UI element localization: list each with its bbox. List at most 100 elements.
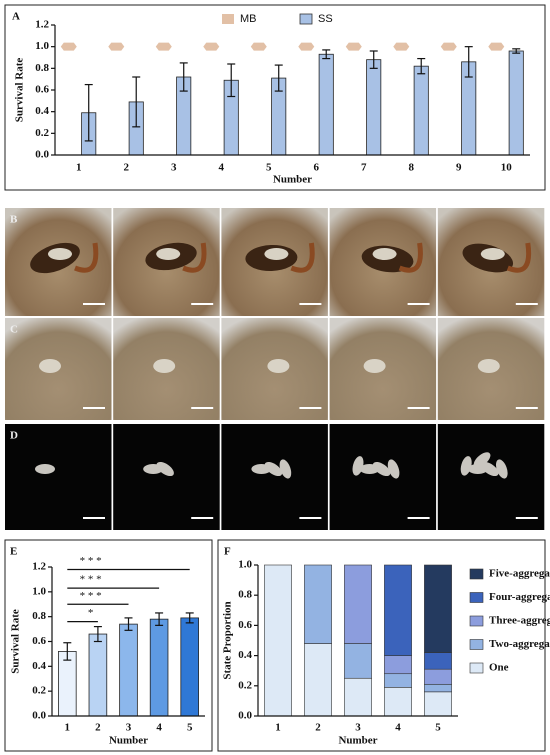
young — [279, 459, 292, 479]
young — [473, 452, 491, 468]
legend-label: Four-aggregating — [489, 591, 550, 603]
marker — [488, 42, 505, 51]
bar — [413, 65, 429, 156]
x-tick-label: 4 — [219, 162, 225, 174]
bar — [508, 50, 524, 156]
y-tick-label: 0.4 — [35, 105, 49, 117]
marker — [345, 42, 362, 51]
panel-label: C — [10, 324, 18, 336]
young — [481, 461, 499, 477]
photo — [329, 424, 437, 530]
bar-segment — [264, 564, 292, 717]
x-tick-label: 1 — [76, 162, 82, 174]
bar — [149, 618, 169, 717]
x-tick-label: 9 — [456, 162, 462, 174]
bar-segment — [424, 564, 452, 653]
tail — [290, 242, 315, 273]
y-tick-label: 0.0 — [32, 710, 46, 722]
bar-segment — [344, 643, 372, 679]
x-axis-label: Number — [109, 735, 148, 747]
young — [460, 456, 472, 476]
bar-segment — [344, 677, 372, 717]
x-tick-label: 10 — [501, 162, 513, 174]
x-axis-label: Number — [338, 735, 377, 747]
x-tick-label: 4 — [156, 722, 162, 734]
tail — [398, 242, 423, 273]
y-tick-label: 1.2 — [35, 19, 49, 31]
legend-swatch — [222, 14, 234, 24]
panel-label: E — [10, 546, 17, 558]
tail — [74, 242, 99, 273]
legend-label: MB — [240, 13, 257, 25]
bar-segment — [424, 652, 452, 670]
x-tick-label: 1 — [275, 722, 281, 734]
x-tick-label: 3 — [171, 162, 177, 174]
legend-swatch — [469, 568, 484, 580]
bar — [180, 617, 199, 717]
x-tick-label: 5 — [266, 162, 272, 174]
legend-swatch — [469, 639, 484, 650]
x-tick-label: 2 — [95, 722, 101, 734]
legend-label: Two-aggregating — [489, 638, 550, 650]
x-tick-label: 5 — [187, 722, 193, 734]
x-tick-label: 2 — [124, 162, 130, 174]
young — [156, 461, 174, 477]
bar-segment — [424, 683, 452, 693]
panel-label: A — [12, 11, 20, 23]
young — [267, 359, 290, 373]
y-tick-label: 0.6 — [238, 619, 252, 631]
marker — [60, 42, 77, 51]
photo — [5, 424, 112, 530]
tail — [506, 242, 532, 273]
bar-segment — [424, 668, 452, 685]
panel-frame — [4, 539, 213, 752]
photo-grid: B C D — [5, 208, 545, 530]
y-tick-label: 0.0 — [35, 149, 49, 161]
panel-label: B — [10, 214, 18, 226]
marker — [440, 42, 457, 51]
young — [352, 456, 364, 476]
legend-swatch — [469, 662, 484, 674]
y-axis-label: Survival Rate — [14, 58, 26, 123]
bar-segment — [384, 655, 412, 675]
y-tick-label: 0.2 — [35, 127, 49, 139]
y-axis-label: Survival Rate — [10, 609, 22, 674]
bar-segment — [304, 643, 332, 717]
y-tick-label: 1.0 — [32, 585, 46, 597]
panel-frame — [217, 539, 546, 752]
young — [264, 248, 289, 260]
x-tick-label: 7 — [361, 162, 367, 174]
bar-segment — [384, 673, 412, 688]
marker — [393, 42, 410, 51]
legend-label: One — [489, 662, 509, 674]
legend-swatch — [299, 13, 313, 25]
young — [363, 359, 386, 373]
young — [495, 459, 508, 479]
bar — [88, 633, 108, 717]
y-tick-label: 0.8 — [35, 62, 49, 74]
y-tick-label: 1.0 — [35, 40, 49, 52]
young — [35, 464, 55, 474]
young — [372, 461, 391, 477]
legend-label: SS — [318, 13, 333, 25]
bar-segment — [304, 564, 332, 644]
y-tick-label: 0.6 — [35, 84, 49, 96]
legend-label: Five-aggregating — [489, 568, 550, 580]
y-tick-label: 0.2 — [32, 685, 46, 697]
tail — [182, 242, 207, 273]
significance-label: * — [88, 607, 94, 619]
x-tick-label: 5 — [435, 722, 441, 734]
bar — [318, 53, 334, 156]
y-tick-label: 0.8 — [238, 589, 252, 601]
bar-segment — [424, 691, 452, 717]
legend-swatch — [469, 592, 484, 603]
bar-segment — [344, 564, 372, 644]
young — [39, 359, 61, 373]
young — [153, 359, 176, 373]
y-tick-label: 0.8 — [32, 610, 46, 622]
young — [372, 248, 397, 260]
legend-label: Three-aggregating — [489, 615, 550, 627]
marker — [203, 42, 220, 51]
y-tick-label: 0.6 — [32, 635, 46, 647]
young — [156, 248, 181, 260]
